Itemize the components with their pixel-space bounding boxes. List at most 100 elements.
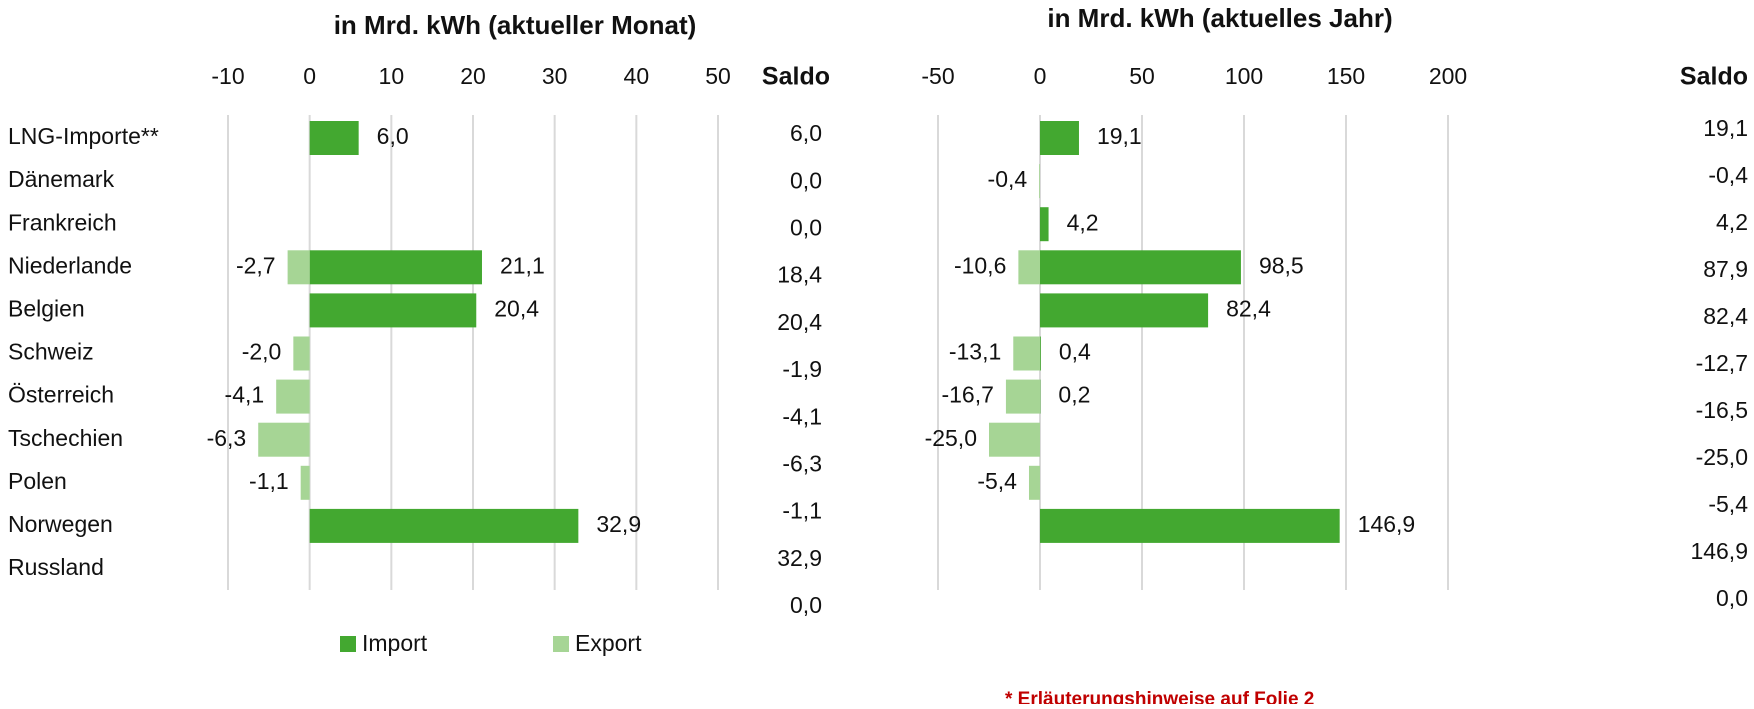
saldo-value: -1,9 — [782, 356, 822, 382]
category-label: Österreich — [8, 382, 114, 408]
bar — [310, 121, 359, 155]
legend-swatch — [553, 636, 569, 652]
bar — [310, 250, 482, 284]
x-tick-label: 40 — [624, 63, 650, 89]
x-tick-label: 50 — [705, 63, 731, 89]
saldo-value: -1,1 — [782, 498, 822, 524]
saldo-value: -25,0 — [1696, 444, 1748, 470]
x-tick-label: 20 — [460, 63, 486, 89]
bar — [1029, 466, 1040, 500]
bar — [1040, 121, 1079, 155]
data-label: -2,0 — [242, 339, 282, 365]
saldo-value: 146,9 — [1690, 538, 1748, 564]
bar — [276, 380, 309, 414]
category-label: LNG-Importe** — [8, 123, 159, 149]
x-tick-label: 100 — [1225, 63, 1263, 89]
saldo-value: -6,3 — [782, 450, 822, 476]
saldo-value: -4,1 — [782, 403, 822, 429]
saldo-header: Saldo — [1680, 63, 1748, 91]
category-label: Dänemark — [8, 166, 115, 192]
data-label: 146,9 — [1358, 511, 1416, 537]
saldo-value: -16,5 — [1696, 397, 1748, 423]
legend-label: Import — [362, 630, 428, 656]
chart-title: in Mrd. kWh (aktuelles Jahr) — [1047, 3, 1392, 33]
data-label: 98,5 — [1259, 252, 1304, 278]
x-tick-label: 30 — [542, 63, 568, 89]
bar — [1040, 207, 1049, 241]
data-label: -1,1 — [249, 468, 289, 494]
saldo-value: -5,4 — [1708, 491, 1748, 517]
data-label: -6,3 — [207, 425, 247, 451]
data-label: -25,0 — [925, 425, 977, 451]
saldo-value: 6,0 — [790, 120, 822, 146]
category-label: Frankreich — [8, 209, 117, 235]
saldo-value: 0,0 — [790, 592, 822, 618]
bar — [1039, 164, 1040, 198]
saldo-value: -0,4 — [1708, 162, 1748, 188]
data-label: -2,7 — [236, 252, 276, 278]
bar — [1006, 380, 1040, 414]
data-label: 0,2 — [1058, 382, 1090, 408]
category-label: Belgien — [8, 295, 85, 321]
x-tick-label: 200 — [1429, 63, 1467, 89]
category-label: Russland — [8, 554, 104, 580]
chart-title: in Mrd. kWh (aktueller Monat) — [334, 10, 697, 40]
saldo-value: 32,9 — [777, 545, 822, 571]
bar — [1018, 250, 1040, 284]
saldo-value: 82,4 — [1703, 303, 1748, 329]
category-label: Niederlande — [8, 252, 132, 278]
saldo-value: 19,1 — [1703, 115, 1748, 141]
x-tick-label: -10 — [211, 63, 244, 89]
bar — [301, 466, 310, 500]
data-label: 0,4 — [1059, 339, 1091, 365]
saldo-header: Saldo — [762, 63, 830, 91]
x-tick-label: 10 — [379, 63, 405, 89]
data-label: -5,4 — [977, 468, 1017, 494]
category-label: Tschechien — [8, 425, 123, 451]
category-label: Polen — [8, 468, 67, 494]
legend-label: Export — [575, 630, 642, 656]
footnote: * Erläuterungshinweise auf Folie 2 — [1005, 689, 1314, 704]
data-label: 20,4 — [494, 295, 539, 321]
bar — [1040, 509, 1340, 543]
x-tick-label: 150 — [1327, 63, 1365, 89]
x-tick-label: 0 — [1034, 63, 1047, 89]
category-label: Norwegen — [8, 511, 113, 537]
bar — [1013, 337, 1040, 371]
bar — [1040, 293, 1208, 327]
data-label: -16,7 — [941, 382, 993, 408]
bar — [1040, 337, 1041, 371]
data-label: -13,1 — [949, 339, 1001, 365]
saldo-value: 18,4 — [777, 262, 822, 288]
data-label: -10,6 — [954, 252, 1006, 278]
saldo-value: 20,4 — [777, 309, 822, 335]
bar — [1040, 250, 1241, 284]
saldo-value: 87,9 — [1703, 256, 1748, 282]
data-label: 21,1 — [500, 252, 545, 278]
saldo-value: -12,7 — [1696, 350, 1748, 376]
data-label: 32,9 — [596, 511, 641, 537]
data-label: -0,4 — [988, 166, 1028, 192]
bar — [293, 337, 309, 371]
x-tick-label: 0 — [303, 63, 316, 89]
legend-swatch — [340, 636, 356, 652]
bar — [258, 423, 309, 457]
saldo-value: 0,0 — [790, 214, 822, 240]
bar — [989, 423, 1040, 457]
data-label: -4,1 — [225, 382, 265, 408]
saldo-value: 0,0 — [1716, 585, 1748, 611]
bar — [288, 250, 310, 284]
category-label: Schweiz — [8, 339, 94, 365]
data-label: 6,0 — [377, 123, 409, 149]
bar — [310, 293, 477, 327]
x-tick-label: 50 — [1129, 63, 1155, 89]
x-tick-label: -50 — [921, 63, 954, 89]
saldo-value: 0,0 — [790, 167, 822, 193]
saldo-value: 4,2 — [1716, 209, 1748, 235]
bar — [310, 509, 579, 543]
data-label: 19,1 — [1097, 123, 1142, 149]
data-label: 4,2 — [1067, 209, 1099, 235]
data-label: 82,4 — [1226, 295, 1271, 321]
